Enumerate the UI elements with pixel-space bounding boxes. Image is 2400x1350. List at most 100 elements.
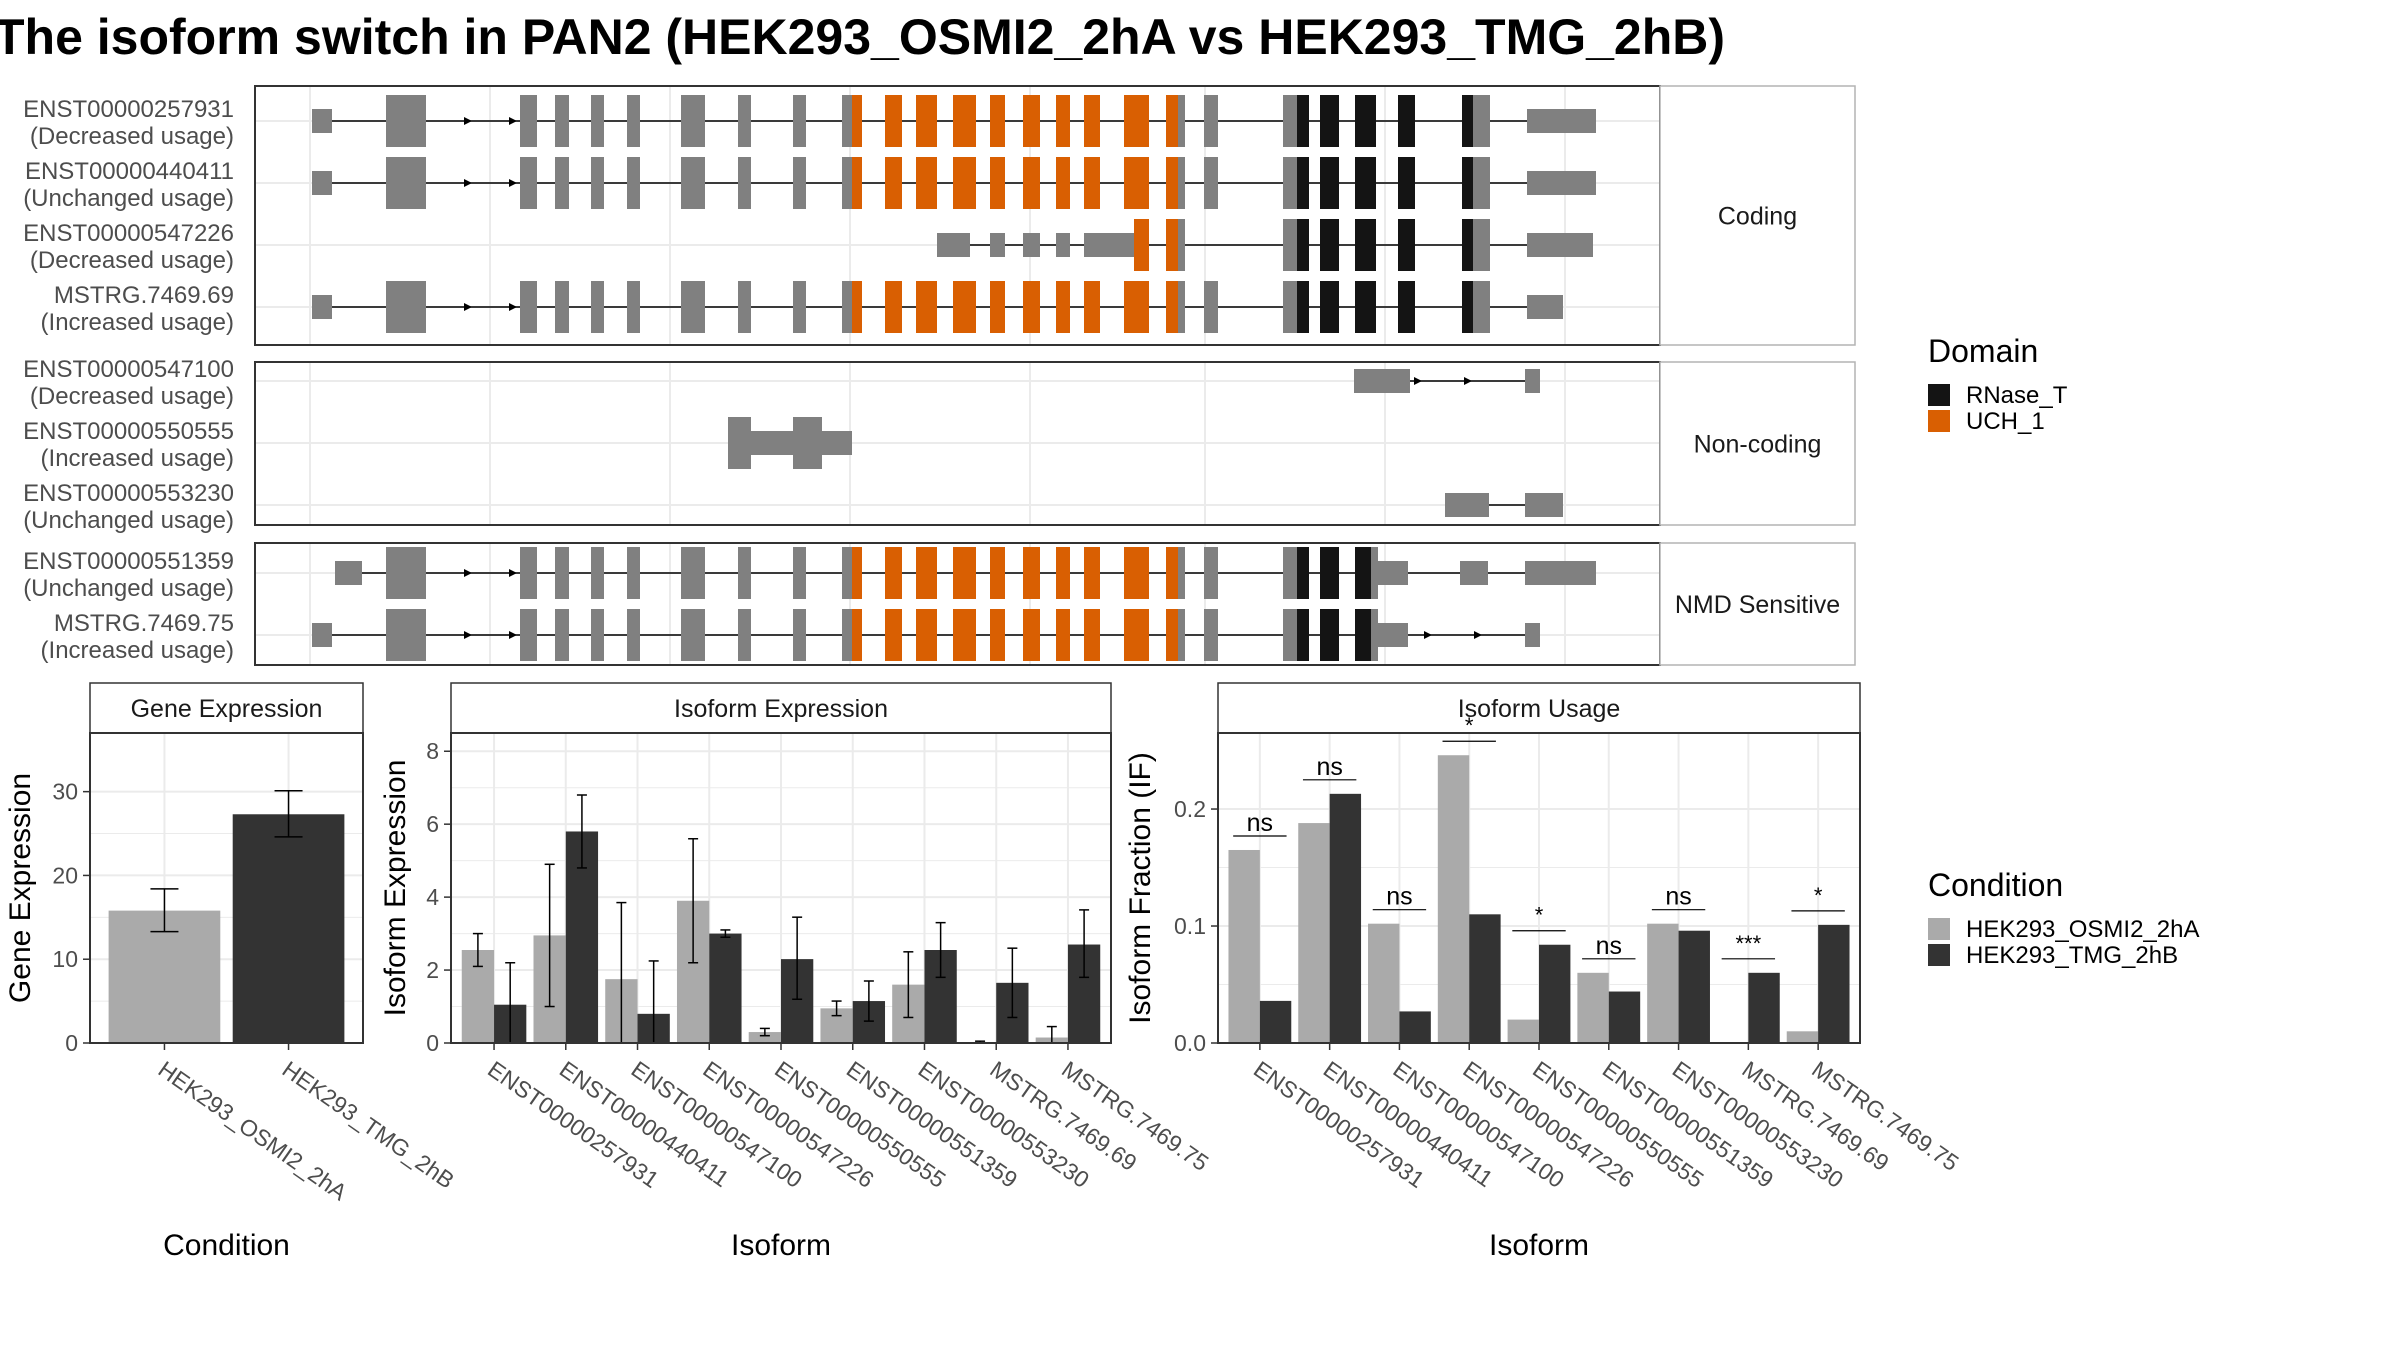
rnase-t-domain-exon (1462, 219, 1473, 271)
rnase-t-domain-exon (1355, 157, 1376, 209)
uch-1-domain-exon (1056, 95, 1070, 147)
uch-1-domain-exon (852, 547, 862, 599)
strand-arrow (509, 117, 517, 125)
strand-arrow (464, 117, 472, 125)
legend-title: Domain (1928, 333, 2038, 369)
exon (681, 609, 705, 661)
transcript-row (335, 547, 1596, 599)
uch-1-domain-exon (1084, 95, 1100, 147)
y-tick-label: 4 (426, 884, 439, 910)
uch-1-domain-exon (953, 95, 976, 147)
transcript-row (1354, 369, 1540, 393)
exon (1460, 561, 1488, 585)
uch-1-domain-exon (916, 609, 937, 661)
significance-label: *** (1736, 931, 1762, 956)
uch-1-domain-exon (1166, 547, 1178, 599)
transcript-usage-label: (Increased usage) (41, 445, 234, 472)
exon (386, 157, 426, 209)
uch-1-domain-exon (1124, 609, 1149, 661)
uch-1-domain-exon (885, 281, 902, 333)
transcript-row (728, 417, 852, 469)
uch-1-domain-exon (953, 609, 976, 661)
strand-arrow (509, 303, 517, 311)
exon (312, 109, 332, 133)
bar (1437, 755, 1470, 1043)
rnase-t-domain-exon (1355, 281, 1376, 333)
transcript-row (937, 219, 1593, 271)
bar (1399, 1011, 1431, 1043)
exon (728, 417, 751, 469)
bar (1818, 924, 1850, 1043)
uch-1-domain-exon (885, 95, 902, 147)
transcript-id-label: ENST00000547226 (23, 220, 234, 247)
exon (1178, 281, 1185, 333)
exon (1525, 561, 1596, 585)
transcript-row (312, 281, 1563, 333)
exon (1283, 95, 1297, 147)
bar (232, 814, 345, 1043)
exon (520, 281, 537, 333)
rnase-t-domain-exon (1462, 157, 1473, 209)
uch-1-domain-exon (885, 547, 902, 599)
transcript-row (312, 95, 1596, 147)
y-tick-label: 30 (52, 779, 78, 805)
exon (1525, 623, 1540, 647)
exon (1283, 609, 1297, 661)
strand-arrow (1414, 377, 1422, 385)
bar (709, 933, 742, 1043)
bar (1228, 849, 1260, 1043)
exon (842, 609, 852, 661)
bar (1539, 944, 1571, 1043)
rnase-t-domain-exon (1355, 547, 1371, 599)
exon (555, 157, 569, 209)
rnase-t-domain-exon (1320, 547, 1339, 599)
uch-1-domain-exon (885, 609, 902, 661)
bar (1577, 972, 1609, 1043)
exon (386, 281, 426, 333)
bar (1259, 1000, 1292, 1043)
exon (1378, 623, 1408, 647)
strand-arrow (464, 631, 472, 639)
significance-label: * (1535, 903, 1544, 928)
exon (990, 233, 1005, 257)
exon (1527, 171, 1596, 195)
legend-swatch (1928, 384, 1950, 406)
exon (1178, 219, 1185, 271)
transcript-id-label: MSTRG.7469.75 (54, 610, 234, 637)
exon (822, 431, 852, 455)
exon (386, 95, 426, 147)
rnase-t-domain-exon (1297, 609, 1309, 661)
y-axis-title: Isoform Fraction (IF) (1124, 752, 1157, 1024)
uch-1-domain-exon (916, 281, 937, 333)
uch-1-domain-exon (990, 95, 1005, 147)
transcript-usage-label: (Unchanged usage) (23, 507, 234, 534)
rnase-t-domain-exon (1297, 157, 1309, 209)
exon (738, 157, 751, 209)
uch-1-domain-exon (953, 547, 976, 599)
x-axis-title: Isoform (1489, 1229, 1589, 1262)
rnase-t-domain-exon (1398, 95, 1415, 147)
exon (386, 609, 426, 661)
exon (627, 609, 640, 661)
exon (520, 95, 537, 147)
facet-strip (1659, 85, 1856, 346)
exon (1527, 109, 1596, 133)
rnase-t-domain-exon (1398, 281, 1415, 333)
significance-label: ns (1665, 883, 1691, 911)
uch-1-domain-exon (1134, 219, 1149, 271)
y-tick-label: 0 (426, 1030, 439, 1056)
exon (1204, 547, 1218, 599)
rnase-t-domain-exon (1462, 281, 1473, 333)
uch-1-domain-exon (852, 609, 862, 661)
uch-1-domain-exon (852, 281, 862, 333)
exon (386, 547, 426, 599)
strand-arrow (464, 303, 472, 311)
significance-label: ns (1316, 753, 1342, 781)
exon (627, 157, 640, 209)
significance-label: * (1814, 883, 1823, 908)
y-tick-label: 0.0 (1174, 1030, 1206, 1056)
uch-1-domain-exon (1124, 157, 1149, 209)
exon (1283, 219, 1297, 271)
exon (681, 95, 705, 147)
